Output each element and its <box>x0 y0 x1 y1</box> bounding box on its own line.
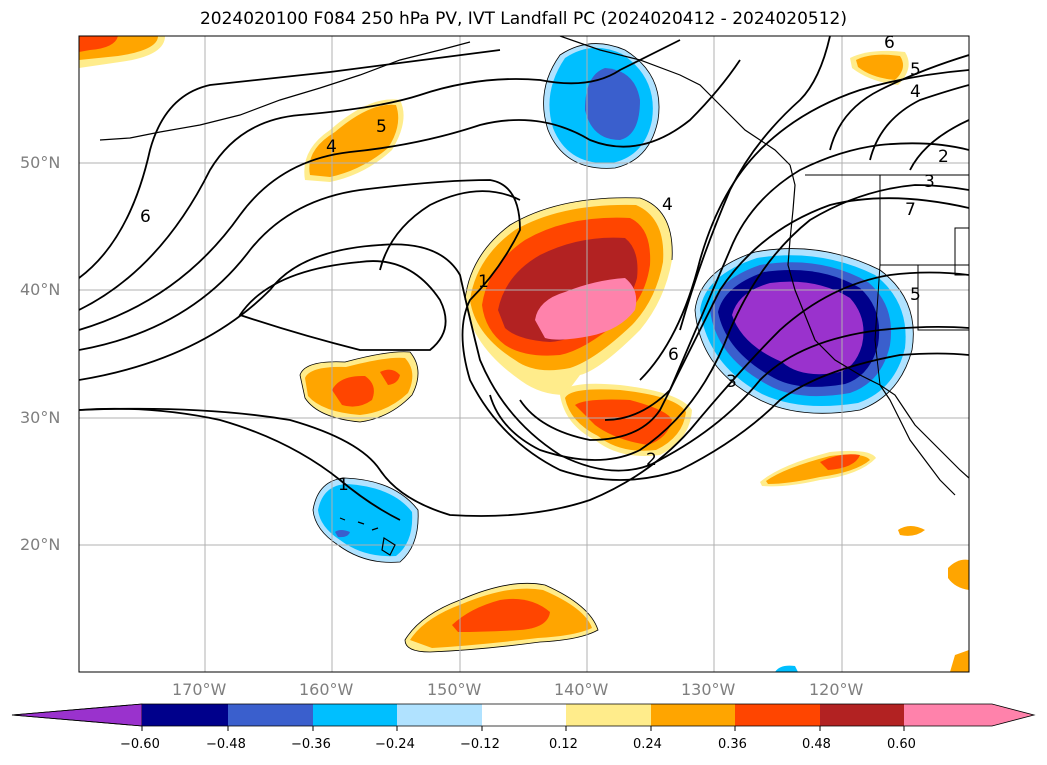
anomaly-top-left <box>79 36 165 68</box>
colorbar-tick: 0.60 <box>887 737 916 752</box>
map-title: 2024020100 F084 250 hPa PV, IVT Landfall… <box>199 9 847 29</box>
map-gridlines <box>79 36 969 672</box>
anomaly-tiny-2 <box>948 559 969 590</box>
lon-label-130w: 130°W <box>681 680 736 699</box>
anomaly-tiny-3 <box>950 650 969 672</box>
colorbar-segment <box>228 704 313 726</box>
colorbar-segment <box>820 704 904 726</box>
lon-label-160w: 160°W <box>299 680 354 699</box>
contour-label: 4 <box>326 137 337 157</box>
colorbar-tick: 0.12 <box>549 737 578 752</box>
lon-label-150w: 150°W <box>427 680 482 699</box>
contour-label: 2 <box>646 450 657 470</box>
colorbar-tick: −0.48 <box>206 737 246 752</box>
contour-label: 5 <box>910 60 921 80</box>
colorbar-tick: −0.36 <box>291 737 331 752</box>
anomaly-baja-warm <box>760 450 876 487</box>
colorbar-segment <box>651 704 735 726</box>
political-borders <box>805 174 969 386</box>
colorbar-tick: −0.60 <box>120 737 160 752</box>
pv-contours <box>79 36 969 521</box>
colorbar-segment <box>313 704 397 726</box>
lat-label-50n: 50°N <box>20 153 61 172</box>
colorbar <box>11 703 1036 731</box>
colorbar-tick: 0.36 <box>718 737 747 752</box>
contour-label: 3 <box>924 172 935 192</box>
contour-label: 1 <box>478 272 489 292</box>
contour-label: 6 <box>884 33 895 53</box>
lat-label-20n: 20°N <box>20 535 61 554</box>
anomaly-tiny-blue <box>775 665 798 672</box>
contour-label: 2 <box>938 147 949 167</box>
colorbar-tick: 0.24 <box>633 737 662 752</box>
contour-label: 6 <box>668 345 679 365</box>
anomaly-outlines <box>299 43 914 653</box>
contour-label: 4 <box>662 195 673 215</box>
lon-label-170w: 170°W <box>172 680 227 699</box>
colorbar-segment <box>735 704 820 726</box>
contour-label: 4 <box>910 82 921 102</box>
anomaly-alaska-blue <box>543 43 660 169</box>
colorbar-segment <box>482 704 566 726</box>
colorbar-segment <box>904 704 1034 726</box>
contour-label: 7 <box>905 200 916 220</box>
colorbar-segment <box>397 704 482 726</box>
colorbar-segment <box>566 704 651 726</box>
contour-label: 1 <box>338 475 349 495</box>
anomaly-hawaii-cold <box>313 478 419 563</box>
anomaly-tiny-1 <box>898 526 925 536</box>
contour-labels: 6 5 4 1 4 6 3 2 1 6 5 4 3 2 5 7 <box>140 33 949 495</box>
map-frame <box>78 35 970 673</box>
contour-label: 6 <box>140 207 151 227</box>
lon-label-140w: 140°W <box>554 680 609 699</box>
anomaly-subtropical-warm <box>560 383 692 456</box>
colorbar-tick: −0.24 <box>375 737 415 752</box>
lat-label-30n: 30°N <box>20 408 61 427</box>
contour-label: 3 <box>726 372 737 392</box>
lat-label-40n: 40°N <box>20 280 61 299</box>
colorbar-segment <box>142 704 228 726</box>
contour-label: 5 <box>910 285 921 305</box>
lon-label-120w: 120°W <box>809 680 864 699</box>
colorbar-tick: 0.48 <box>802 737 831 752</box>
colorbar-segment <box>11 703 143 727</box>
colorbar-tick: −0.12 <box>460 737 500 752</box>
anomaly-south-warm <box>405 583 598 652</box>
contour-label: 5 <box>376 117 387 137</box>
anomaly-central-warm <box>465 197 673 395</box>
